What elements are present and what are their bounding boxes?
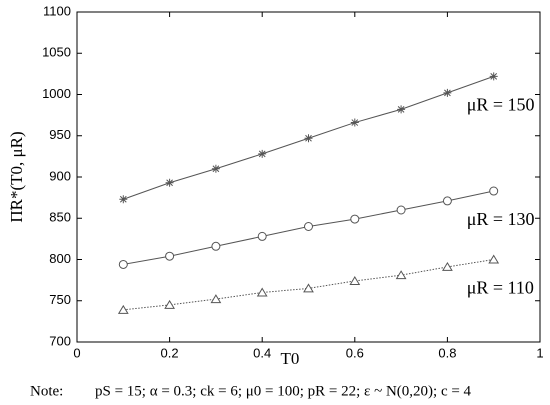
marker [304, 222, 313, 231]
marker [256, 287, 268, 297]
y-tick-label: 1100 [43, 3, 71, 18]
marker [304, 134, 313, 143]
x-tick-label: 1 [536, 345, 543, 360]
marker [211, 241, 221, 251]
x-tick-label: 0.8 [438, 345, 456, 360]
marker [210, 294, 222, 304]
marker [258, 149, 267, 158]
y-tick-label: 950 [49, 127, 71, 142]
marker [211, 164, 220, 173]
y-axis-label: Π̃R*(T0, μR) [7, 131, 26, 222]
y-tick-label: 700 [49, 333, 71, 348]
note-label: Note: [30, 383, 63, 399]
y-tick-label: 1000 [42, 86, 71, 101]
marker [489, 72, 498, 81]
y-tick-label: 850 [49, 210, 71, 225]
marker [164, 299, 175, 309]
marker [257, 231, 267, 241]
series-label: μR = 110 [467, 278, 534, 298]
marker [442, 196, 452, 206]
marker [443, 88, 452, 97]
marker [165, 251, 175, 261]
marker [117, 304, 129, 314]
marker [349, 275, 361, 285]
series-label: μR = 150 [467, 94, 535, 114]
marker [396, 205, 406, 215]
marker [397, 105, 406, 114]
marker [303, 283, 314, 293]
x-tick-label: 0 [73, 345, 80, 360]
y-tick-label: 900 [49, 168, 71, 183]
y-tick-label: 750 [49, 292, 71, 307]
marker [489, 186, 499, 196]
y-tick-label: 1050 [42, 45, 71, 60]
marker [350, 214, 360, 224]
marker [165, 178, 174, 187]
x-tick-label: 0.6 [346, 345, 364, 360]
marker [442, 261, 453, 271]
marker [395, 270, 407, 280]
note: pS = 15; α = 0.3; ck = 6; μ0 = 100; pR =… [95, 383, 472, 399]
marker [119, 195, 128, 204]
y-tick-label: 800 [49, 251, 71, 266]
marker [350, 118, 359, 127]
x-tick-label: 0.2 [161, 345, 179, 360]
x-tick-label: 0.4 [253, 345, 271, 360]
x-axis-label: T0 [281, 349, 300, 368]
marker [488, 254, 500, 264]
marker [118, 259, 128, 269]
series-label: μR = 130 [467, 209, 535, 229]
